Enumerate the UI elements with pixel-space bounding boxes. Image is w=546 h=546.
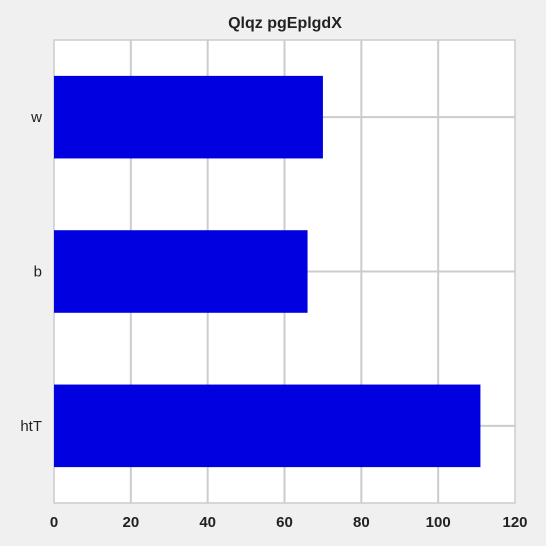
bar-htT	[54, 384, 481, 468]
bars	[54, 75, 481, 468]
y-tick-label: w	[30, 109, 42, 126]
y-tick-label: htT	[20, 418, 42, 435]
x-tick-label: 0	[50, 514, 58, 531]
chart-title: Qlqz pgEplgdX	[228, 15, 342, 32]
bar-w	[54, 75, 323, 159]
x-tick-label: 120	[502, 514, 527, 531]
x-tick-label: 40	[199, 514, 216, 531]
y-tick-label: b	[34, 264, 42, 281]
bar-b	[54, 230, 308, 313]
x-tick-label: 60	[276, 514, 293, 531]
x-tick-label: 80	[353, 514, 370, 531]
x-tick-labels: 0 20 40 60 80 100 120	[50, 514, 528, 531]
x-tick-label: 100	[426, 514, 451, 531]
x-tick-label: 20	[122, 514, 139, 531]
y-tick-labels: w b htT	[20, 109, 42, 435]
